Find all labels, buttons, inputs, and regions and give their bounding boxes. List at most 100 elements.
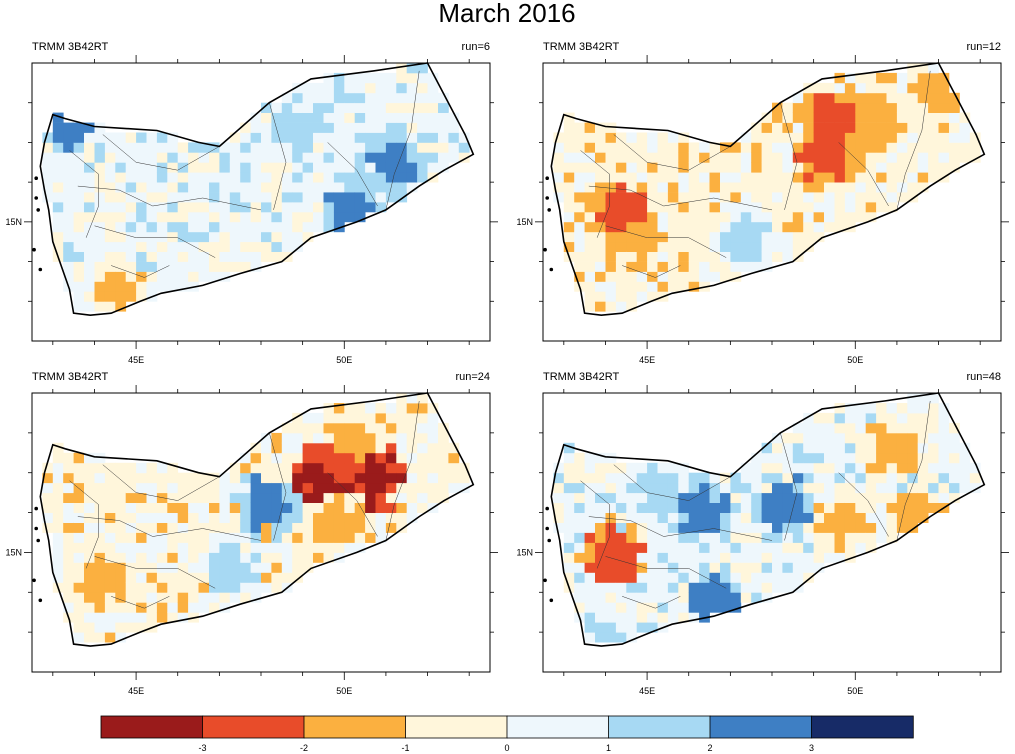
grid-cell xyxy=(365,442,376,454)
grid-cell xyxy=(667,182,679,193)
grid-cell xyxy=(949,462,960,474)
grid-cell xyxy=(595,211,606,223)
grid-cell xyxy=(855,172,867,183)
grid-cell xyxy=(563,552,575,563)
grid-cell xyxy=(740,142,752,153)
grid-cell xyxy=(553,172,565,183)
grid-cell xyxy=(406,102,418,113)
grid-cell xyxy=(292,172,303,183)
grid-cell xyxy=(333,532,345,543)
boundary-line xyxy=(269,102,287,210)
grid-cell xyxy=(949,492,960,503)
grid-cell xyxy=(751,152,762,163)
grid-cell xyxy=(406,442,418,454)
colorbar-tick-label: -3 xyxy=(198,743,206,753)
grid-cell xyxy=(688,241,700,252)
grid-cell xyxy=(740,552,752,563)
grid-cell xyxy=(427,132,439,143)
grid-cell xyxy=(250,192,262,203)
grid-cell xyxy=(699,192,710,203)
grid-cell xyxy=(219,512,231,523)
grid-cell xyxy=(177,572,189,583)
grid-cell xyxy=(177,211,189,223)
grid-cell xyxy=(406,132,418,143)
grid-cell xyxy=(313,512,324,523)
grid-cell xyxy=(720,552,731,563)
grid-cell xyxy=(803,522,814,533)
grid-cell xyxy=(188,271,199,282)
grid-cell xyxy=(844,512,856,523)
grid-cell xyxy=(563,142,575,153)
grid-cell xyxy=(240,202,251,213)
grid-cell xyxy=(115,192,127,203)
grid-cell xyxy=(302,442,314,454)
grid-cell xyxy=(313,452,324,464)
grid-cell xyxy=(876,482,887,494)
grid-cell xyxy=(730,542,742,553)
grid-cell xyxy=(323,542,335,553)
grid-cell xyxy=(333,552,345,563)
grid-cell xyxy=(406,82,418,94)
grid-cell xyxy=(615,221,627,233)
panel-run-label: run=48 xyxy=(966,371,1001,383)
grid-cell xyxy=(615,202,627,213)
grid-cell xyxy=(678,162,690,173)
grid-cell xyxy=(42,502,54,513)
grid-cell xyxy=(219,542,231,553)
grid-cell xyxy=(73,122,85,133)
grid-cell xyxy=(782,162,794,173)
grid-cell xyxy=(792,92,804,104)
grid-cell xyxy=(188,221,199,233)
boundary-line xyxy=(896,70,931,210)
grid-cell xyxy=(94,261,106,272)
grid-cell xyxy=(751,241,762,252)
grid-cell xyxy=(396,432,408,444)
grid-cell xyxy=(375,172,387,183)
grid-cell xyxy=(385,502,397,513)
grid-cell xyxy=(896,172,908,183)
grid-cell xyxy=(907,192,919,203)
grid-cell xyxy=(605,502,617,513)
grid-cell xyxy=(177,512,189,523)
grid-cell xyxy=(595,291,606,302)
grid-cell xyxy=(427,432,439,444)
grid-cell xyxy=(84,251,95,262)
grid-cell xyxy=(354,482,366,494)
grid-cell xyxy=(584,132,596,143)
grid-cell xyxy=(782,582,794,593)
grid-cell xyxy=(636,472,648,484)
grid-cell xyxy=(177,251,189,262)
grid-cell xyxy=(240,221,251,233)
grid-cell xyxy=(699,512,710,523)
boundary-line xyxy=(77,516,262,541)
grid-cell xyxy=(667,532,679,543)
boundary-line xyxy=(780,102,798,210)
grid-cell xyxy=(438,462,449,474)
grid-cell xyxy=(584,231,596,243)
grid-cell xyxy=(834,432,846,444)
grid-cell xyxy=(136,622,147,633)
grid-cell xyxy=(52,562,64,573)
grid-cell xyxy=(938,492,950,503)
country-outline xyxy=(550,392,986,647)
grid-cell xyxy=(333,412,345,424)
y-tick-label: 15N xyxy=(5,547,22,557)
grid-cell xyxy=(125,152,137,163)
grid-cell xyxy=(104,211,116,223)
grid-cell xyxy=(42,522,54,533)
grid-cell xyxy=(406,403,418,414)
grid-cell xyxy=(115,182,127,193)
grid-cell xyxy=(271,472,283,484)
grid-cell xyxy=(323,122,335,133)
grid-cell xyxy=(824,182,835,193)
grid-cell xyxy=(292,422,303,434)
grid-cell xyxy=(94,602,106,613)
grid-cell xyxy=(938,102,950,113)
grid-cell xyxy=(949,142,960,153)
colorbar-swatch xyxy=(303,715,407,739)
grid-cell xyxy=(761,202,773,213)
grid-cell xyxy=(844,221,856,233)
grid-cell xyxy=(553,192,565,203)
grid-cell xyxy=(146,152,158,163)
grid-cell xyxy=(417,403,428,414)
